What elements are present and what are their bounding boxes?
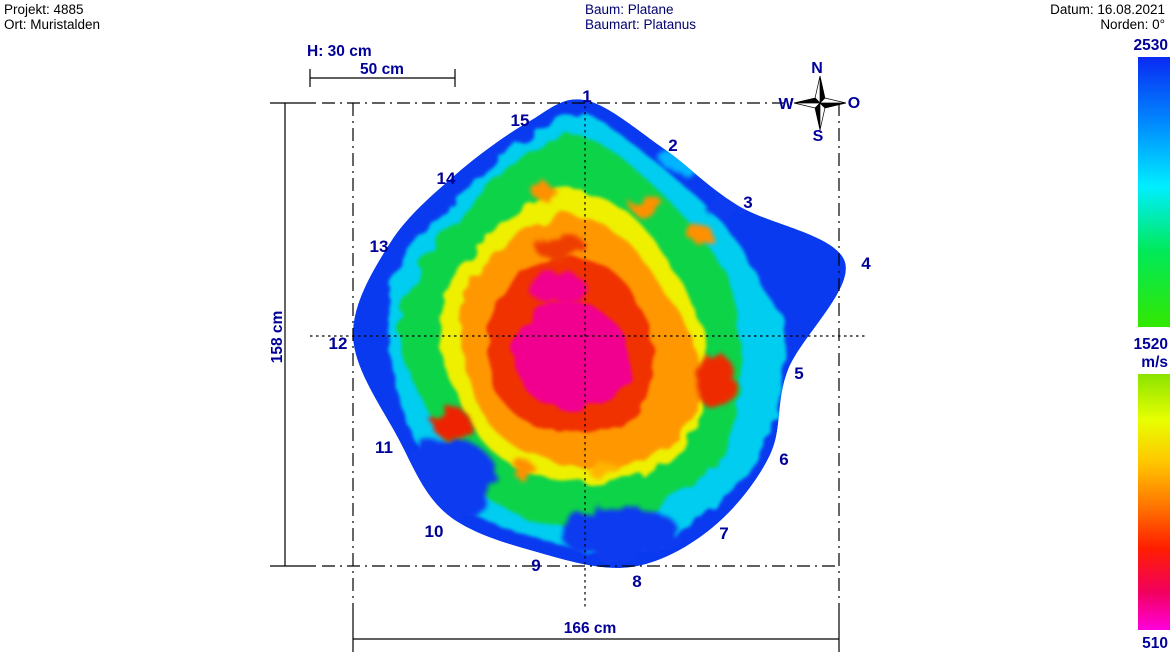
spot-11 — [532, 185, 558, 201]
dim-horizontal-label: 166 cm — [564, 620, 617, 637]
spot-2 — [404, 438, 496, 518]
date-label: Datum: 16.08.2021 — [1050, 2, 1165, 17]
sensor-label-9: 9 — [531, 556, 540, 575]
colorbar-min-label: 510 — [1142, 635, 1168, 652]
sensor-label-4: 4 — [861, 254, 871, 273]
project-label: Projekt: 4885 — [4, 2, 84, 17]
header-date-block: Datum: 16.08.2021 Norden: 0° — [1050, 2, 1165, 32]
sensor-label-14: 14 — [437, 169, 456, 188]
compass-point-dark-3 — [793, 97, 821, 104]
sensor-label-13: 13 — [370, 237, 389, 256]
north-setting-label: Norden: 0° — [1100, 17, 1165, 32]
spot-12 — [588, 461, 620, 479]
sensor-label-8: 8 — [632, 572, 641, 591]
scalebar-length-label: 50 cm — [360, 61, 404, 78]
tomogram-body — [352, 99, 846, 569]
layer-magenta-core — [513, 301, 632, 411]
compass-rose: N W O S — [778, 60, 860, 145]
colorbar-lower — [1138, 374, 1170, 630]
sensor-label-5: 5 — [794, 364, 803, 383]
compass-point-light-1 — [819, 97, 847, 104]
dim-vertical-label: 158 cm — [269, 311, 286, 364]
colorbar-max-label: 2530 — [1134, 37, 1168, 54]
sensor-label-11: 11 — [375, 438, 393, 457]
compass-point-light-2 — [819, 102, 826, 131]
spot-5 — [528, 273, 588, 303]
tree-label: Baum: Platane — [585, 2, 674, 17]
sensor-label-1: 1 — [582, 87, 591, 106]
spot-1 — [560, 507, 680, 559]
compass-point-light-3 — [793, 102, 821, 109]
compass-east-label: O — [848, 95, 860, 112]
sensor-label-10: 10 — [425, 522, 444, 541]
spot-6 — [432, 409, 472, 439]
measure-height-label: H: 30 cm — [307, 43, 372, 60]
compass-south-label: S — [813, 128, 824, 145]
header-tree-block: Baum: Platane Baumart: Platanus — [585, 2, 696, 32]
spot-13 — [512, 462, 536, 478]
sensor-label-2: 2 — [668, 136, 677, 155]
sensor-label-15: 15 — [511, 111, 530, 130]
spot-8 — [534, 235, 586, 259]
tomogram-clip-group — [352, 99, 846, 569]
spot-3 — [704, 195, 748, 217]
colorbar-unit-label: m/s — [1141, 354, 1168, 371]
compass-north-label: N — [811, 60, 823, 77]
sensor-label-3: 3 — [743, 193, 752, 212]
sensor-label-7: 7 — [719, 524, 728, 543]
colorbar-mid-label: 1520 — [1134, 336, 1168, 353]
sensor-label-6: 6 — [779, 450, 788, 469]
location-label: Ort: Muristalden — [4, 17, 101, 32]
spot-7 — [696, 354, 736, 410]
sensor-label-12: 12 — [329, 334, 348, 353]
species-label: Baumart: Platanus — [585, 17, 697, 32]
reference-lines — [270, 69, 868, 652]
header-project-block: Projekt: 4885 Ort: Muristalden — [4, 2, 100, 32]
colorbar-upper — [1138, 57, 1170, 327]
spot-10 — [687, 225, 713, 243]
compass-west-label: W — [778, 96, 794, 113]
spot-9 — [631, 197, 665, 217]
